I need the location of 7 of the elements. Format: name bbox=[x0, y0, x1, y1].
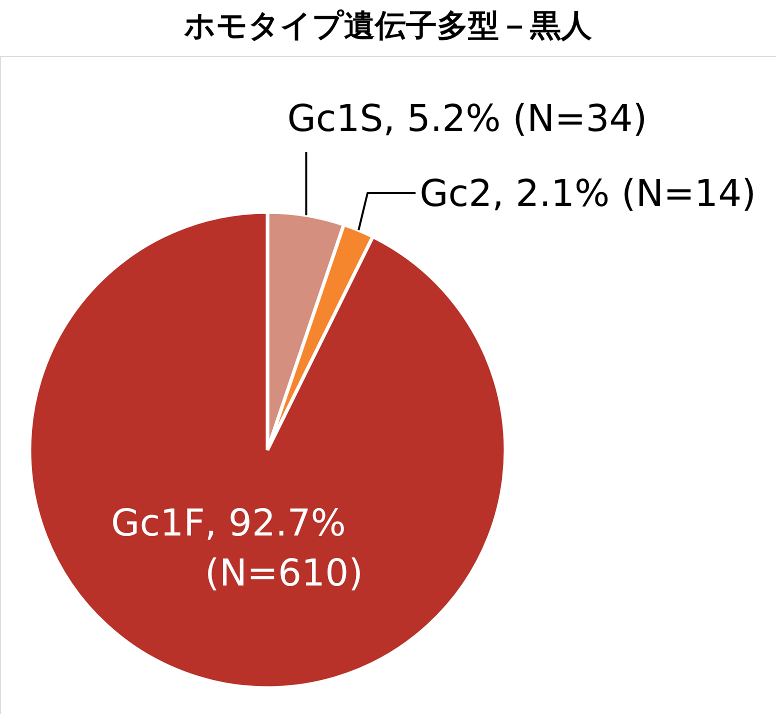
chart-title: ホモタイプ遺伝子多型－黒人 bbox=[184, 8, 593, 44]
slice-label: Gc1S bbox=[287, 97, 384, 140]
data-label: , 5.2% (N=34) bbox=[383, 97, 648, 140]
slice-label: Gc2 bbox=[420, 172, 492, 215]
data-label: , 92.7% (N=610) bbox=[204, 502, 364, 595]
data-label: , 2.1% (N=14) bbox=[492, 172, 756, 215]
slice-label: Gc1F bbox=[111, 502, 205, 545]
